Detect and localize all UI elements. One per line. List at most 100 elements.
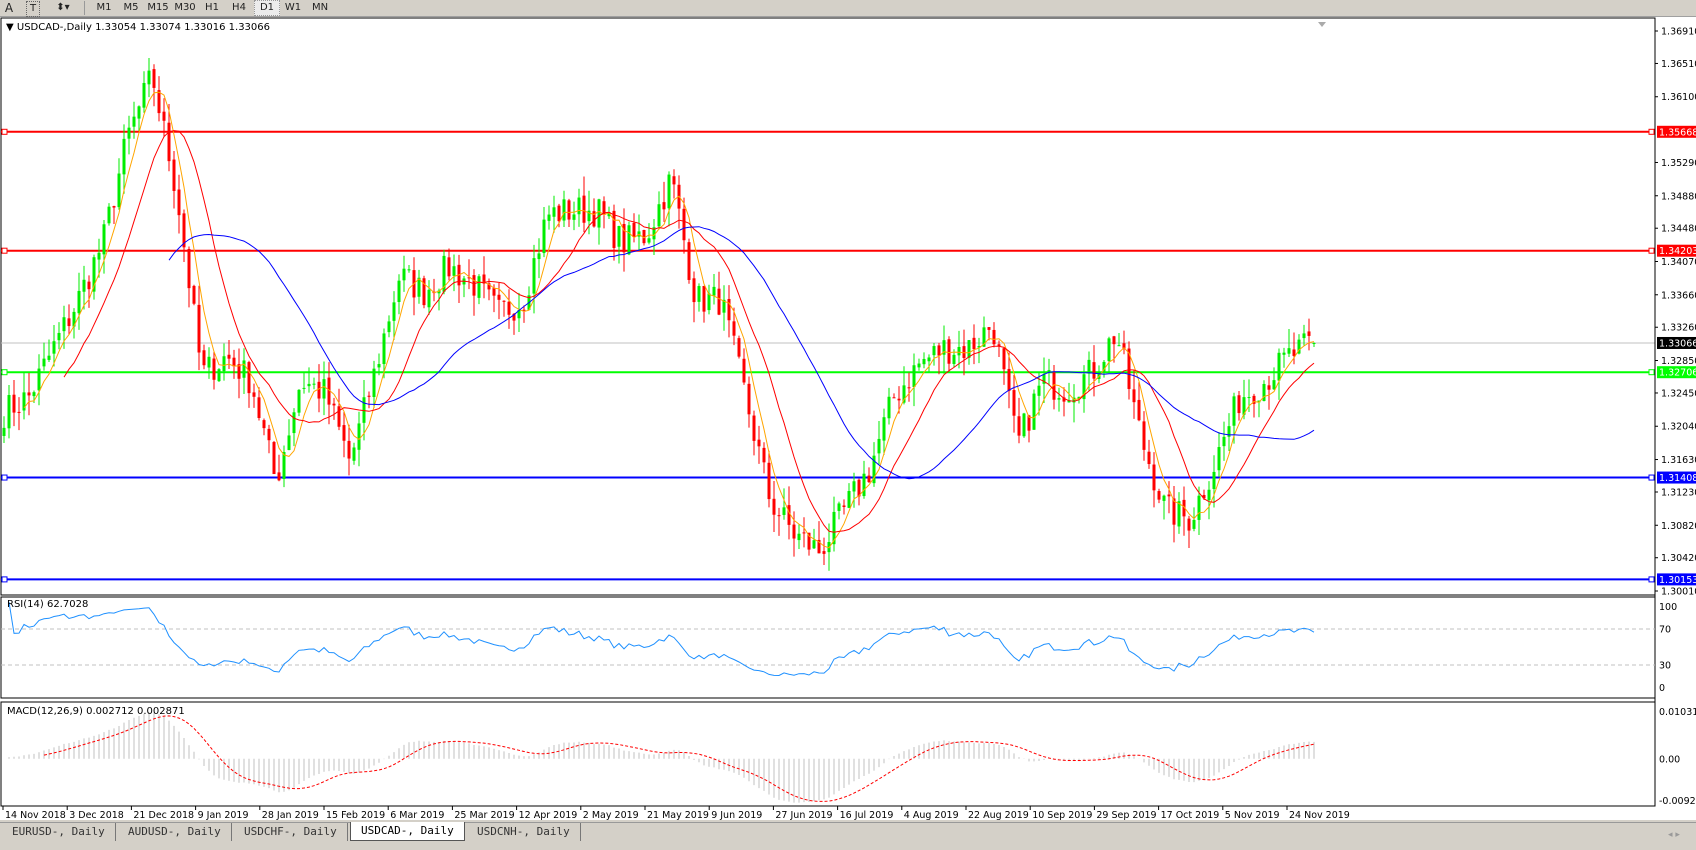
- candle-body: [787, 505, 791, 525]
- line-handle: [1, 576, 8, 583]
- candle-body: [552, 207, 556, 217]
- candle-body: [822, 551, 826, 554]
- candle-body: [32, 392, 36, 397]
- candle-body: [1272, 380, 1276, 390]
- candle-body: [477, 276, 481, 298]
- candle-body: [867, 475, 871, 483]
- candle-body: [17, 411, 21, 413]
- price-tick-label: 1.32450: [1661, 388, 1696, 399]
- candle-body: [1042, 374, 1046, 384]
- candle-body: [932, 346, 936, 356]
- candle-body: [577, 197, 581, 215]
- candle-body: [652, 227, 656, 240]
- candle-body: [1117, 345, 1121, 347]
- tab-usdcnh[interactable]: USDCNH-, Daily: [467, 823, 581, 841]
- date-tick-label: 24 Nov 2019: [1289, 810, 1350, 821]
- candle-body: [597, 199, 601, 228]
- candle-body: [1242, 397, 1246, 415]
- line-handle: [1, 128, 8, 135]
- candle-body: [752, 415, 756, 441]
- line-handle: [1648, 247, 1655, 254]
- timeframe-d1[interactable]: D1: [254, 0, 280, 16]
- timeframe-mn[interactable]: MN: [311, 2, 329, 13]
- candle-body: [407, 269, 411, 271]
- candle-body: [62, 317, 66, 332]
- candle-body: [377, 364, 381, 368]
- text-tool-icon[interactable]: A: [4, 1, 14, 15]
- candle-body: [947, 339, 951, 364]
- candle-body: [147, 70, 151, 85]
- candle-body: [312, 383, 316, 385]
- timeframe-h1[interactable]: H1: [205, 2, 219, 13]
- candle-body: [977, 346, 981, 348]
- candle-body: [1112, 336, 1116, 345]
- candle-body: [497, 294, 501, 300]
- scroll-arrows-icon[interactable]: ◂ ▸: [1668, 830, 1680, 840]
- text-label-tool-icon[interactable]: T: [26, 1, 40, 17]
- candle-body: [922, 358, 926, 365]
- candle-body: [727, 299, 731, 321]
- candle-body: [197, 304, 201, 353]
- candle-body: [942, 340, 946, 355]
- macd-panel-frame: [0, 701, 1656, 807]
- collapse-triangle-icon[interactable]: ▼: [6, 22, 14, 33]
- candle-body: [747, 383, 751, 415]
- timeframe-m30[interactable]: M30: [174, 2, 196, 13]
- candle-body: [952, 354, 956, 364]
- timeframe-m1[interactable]: M1: [96, 2, 112, 13]
- candle-body: [587, 210, 591, 222]
- candle-body: [892, 397, 896, 399]
- candle-body: [372, 368, 376, 398]
- candle-body: [1162, 495, 1166, 501]
- timeframe-w1[interactable]: W1: [284, 2, 302, 13]
- candle-body: [962, 346, 966, 358]
- candle-body: [302, 387, 306, 389]
- candle-body: [762, 447, 766, 463]
- candle-body: [397, 280, 401, 303]
- candle-body: [592, 211, 596, 227]
- candle-body: [807, 532, 811, 550]
- candle-body: [1252, 395, 1256, 404]
- rsi-tick-label: 0: [1659, 683, 1665, 694]
- timeframe-m5[interactable]: M5: [123, 2, 139, 13]
- date-tick-label: 16 Jul 2019: [840, 810, 894, 821]
- candle-body: [487, 283, 491, 290]
- chart-window[interactable]: 1.36910 1.36510 1.36100 1.35290 1.34880 1.344…: [0, 17, 1696, 822]
- candle-body: [887, 396, 891, 419]
- candle-body: [607, 212, 611, 217]
- timeframe-m15[interactable]: M15: [147, 2, 169, 13]
- chart-canvas[interactable]: 1.36910 1.36510 1.36100 1.35290 1.34880 1.344…: [0, 17, 1696, 822]
- candle-body: [1207, 489, 1211, 501]
- candle-body: [797, 533, 801, 541]
- tab-audusd[interactable]: AUDUSD-, Daily: [118, 823, 232, 841]
- candle-body: [307, 383, 311, 387]
- candle-body: [647, 238, 651, 243]
- line-price-badge: [1657, 244, 1696, 257]
- tab-usdchf[interactable]: USDCHF-, Daily: [234, 823, 348, 841]
- candle-body: [52, 341, 56, 354]
- date-tick-label: 25 Mar 2019: [454, 810, 514, 821]
- candle-body: [1262, 383, 1266, 401]
- candle-body: [292, 412, 296, 434]
- tab-usdcad[interactable]: USDCAD-, Daily: [350, 822, 465, 841]
- price-tick-label: 1.33260: [1661, 323, 1696, 334]
- price-tick-label: 1.33660: [1661, 290, 1696, 301]
- price-tick-label: 1.36910: [1661, 27, 1696, 38]
- candle-body: [427, 289, 431, 308]
- price-tick-label: 1.32850: [1661, 356, 1696, 367]
- candle-body: [347, 440, 351, 459]
- current-price-label: 1.33066: [1659, 338, 1696, 349]
- candle-body: [1057, 398, 1061, 400]
- candle-body: [172, 159, 176, 191]
- candle-body: [707, 293, 711, 311]
- candle-body: [537, 253, 541, 260]
- candle-body: [917, 363, 921, 368]
- tab-eurusd[interactable]: EURUSD-, Daily: [2, 823, 116, 841]
- rsi-label: RSI(14) 62.7028: [7, 599, 89, 610]
- candle-body: [1032, 393, 1036, 430]
- main-panel-frame: [0, 17, 1656, 596]
- arrows-tool-icon[interactable]: ⬍▾: [56, 2, 70, 13]
- candle-body: [717, 288, 721, 315]
- date-tick-label: 21 Dec 2018: [133, 810, 194, 821]
- timeframe-h4[interactable]: H4: [232, 2, 246, 13]
